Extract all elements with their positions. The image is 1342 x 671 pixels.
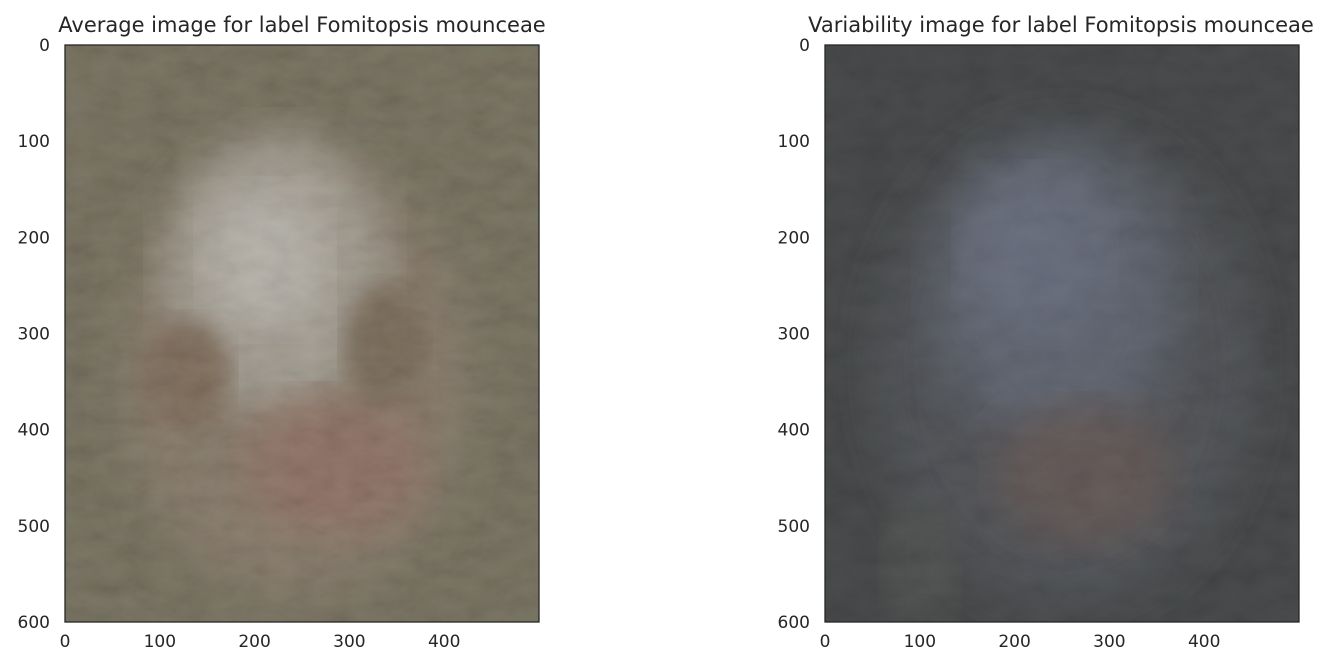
axes-frame — [64, 44, 540, 623]
y-tick-label: 500 — [18, 517, 50, 537]
chart-title: Variability image for label Fomitopsis m… — [808, 13, 1314, 37]
y-tick-label: 500 — [778, 517, 810, 537]
average-image — [65, 45, 539, 622]
axes-frame — [824, 44, 1300, 623]
axis-ticks: 0 100 200 300 400 0 100 200 300 400 500 600 — [778, 36, 1221, 652]
y-tick-label: 0 — [39, 36, 50, 56]
y-tick-label: 600 — [778, 613, 810, 633]
axis-ticks: 0 100 200 300 400 0 100 200 300 400 500 600 — [18, 36, 461, 652]
y-tick-label: 300 — [778, 325, 810, 345]
x-tick-label: 100 — [904, 632, 936, 652]
x-tick-label: 200 — [238, 632, 270, 652]
y-tick-label: 600 — [18, 613, 50, 633]
x-tick-label: 0 — [820, 632, 831, 652]
x-tick-label: 400 — [1188, 632, 1220, 652]
x-tick-label: 400 — [428, 632, 460, 652]
x-tick-label: 200 — [998, 632, 1030, 652]
y-tick-label: 100 — [778, 132, 810, 152]
x-tick-label: 300 — [1093, 632, 1125, 652]
y-tick-label: 0 — [799, 36, 810, 56]
x-tick-label: 300 — [333, 632, 365, 652]
y-tick-label: 200 — [778, 228, 810, 248]
x-tick-label: 0 — [60, 632, 71, 652]
y-tick-label: 200 — [18, 228, 50, 248]
y-tick-label: 400 — [18, 421, 50, 441]
average-image-panel: Average image for label Fomitopsis mounc… — [18, 13, 546, 652]
x-tick-label: 100 — [144, 632, 176, 652]
variability-image — [825, 45, 1299, 622]
y-tick-label: 100 — [18, 132, 50, 152]
chart-title: Average image for label Fomitopsis mounc… — [58, 13, 545, 37]
y-tick-label: 300 — [18, 325, 50, 345]
variability-image-panel: Variability image for label Fomitopsis m… — [778, 13, 1314, 652]
y-tick-label: 400 — [778, 421, 810, 441]
